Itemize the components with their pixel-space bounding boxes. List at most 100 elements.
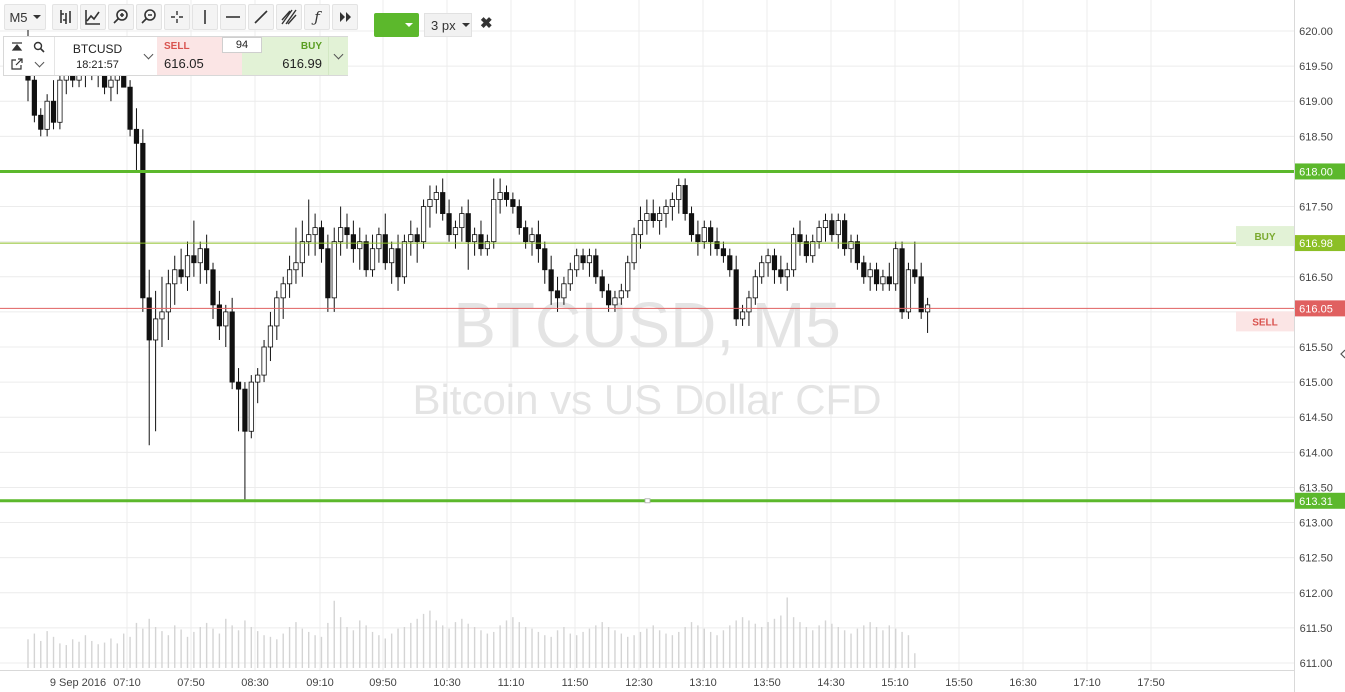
candle-body [204, 248, 210, 271]
price-tag-label: 616.98 [1299, 238, 1333, 250]
more-tools-button[interactable] [332, 4, 358, 30]
candle [803, 234, 809, 263]
candle-body [274, 297, 280, 327]
candle-body [873, 269, 880, 285]
candle [382, 213, 388, 270]
order-dropdown[interactable] [328, 37, 348, 75]
candle-body [822, 220, 829, 229]
candle-body [44, 100, 50, 130]
candle-body [197, 248, 203, 264]
chevron-down-icon[interactable] [30, 56, 48, 72]
zoom-out-button[interactable] [136, 4, 162, 30]
price-tag [1295, 492, 1345, 509]
price-tag [1295, 163, 1345, 180]
candle [274, 290, 280, 340]
line-width-dropdown[interactable]: 3 px [424, 13, 472, 37]
price-tick-label: 612.00 [1299, 588, 1333, 600]
candle [44, 94, 50, 137]
bar-style-button[interactable] [52, 4, 78, 30]
candle-body [38, 114, 44, 130]
candle [873, 262, 880, 291]
symbol-dropdown[interactable] [139, 37, 157, 75]
vertical-line-button[interactable] [192, 4, 218, 30]
candle [529, 227, 535, 256]
collapse-icon[interactable] [8, 39, 26, 55]
zoom-in-icon [113, 9, 128, 24]
candle-body [905, 269, 912, 313]
candle [650, 199, 656, 228]
time-tick-label: 10:30 [433, 677, 461, 689]
price-axis[interactable]: 620.00619.50619.00618.50618.00617.50617.… [1294, 0, 1345, 692]
candle [771, 248, 778, 284]
candle [408, 220, 414, 256]
candle-body [382, 234, 388, 264]
candle-body [529, 234, 535, 243]
timeframe-dropdown[interactable]: M5 [4, 4, 46, 30]
price-tag-label: 618.00 [1299, 166, 1333, 178]
price-tick-label: 611.50 [1300, 623, 1333, 635]
pitchfork-button[interactable] [276, 4, 302, 30]
candle [714, 227, 720, 256]
candle [338, 206, 344, 256]
candle-body [108, 79, 114, 88]
candle [197, 241, 203, 284]
candle [554, 276, 561, 312]
crosshair-icon [171, 11, 183, 23]
candle-body [912, 269, 918, 278]
candle-body [714, 241, 720, 250]
indicators-button[interactable] [80, 4, 106, 30]
candle-body [312, 227, 318, 236]
time-tick-label: 12:30 [625, 677, 653, 689]
candle [459, 206, 465, 242]
zoom-in-button[interactable] [108, 4, 134, 30]
candle-body [765, 255, 771, 264]
trend-line-button[interactable] [248, 4, 274, 30]
horizontal-lines[interactable]: BUY SELL [0, 169, 1294, 504]
watermark-description: Bitcoin vs US Dollar CFD [412, 376, 881, 423]
time-axis[interactable]: 9 Sep 2016 07:10 07:50 08:30 09:10 09:50 10:30… [0, 670, 1294, 692]
candle [427, 185, 433, 228]
function-button[interactable]: ƒ [304, 4, 330, 30]
candle-body [344, 227, 350, 236]
candle [389, 241, 395, 284]
candle-body [893, 248, 899, 285]
price-axis-bg [1294, 0, 1345, 692]
candle [184, 241, 191, 291]
external-link-icon[interactable] [8, 56, 26, 72]
candle [848, 234, 854, 263]
candle-body [446, 213, 452, 236]
candle [516, 199, 522, 235]
candle [465, 199, 471, 270]
line-color-button[interactable] [374, 13, 419, 37]
price-tag [1295, 300, 1345, 317]
candle-body [746, 297, 752, 313]
candle-body [554, 290, 561, 299]
quantity-field[interactable]: 94 [222, 37, 262, 53]
close-icon[interactable]: ✖ [480, 15, 493, 32]
volume-bars [27, 597, 916, 668]
chart-grid [0, 0, 1294, 670]
candle-body [235, 381, 242, 390]
candle [912, 241, 918, 284]
candle-body [459, 213, 465, 229]
candle-body [599, 276, 605, 292]
ticket-symbol-box[interactable]: BTCUSD 18:21:57 [55, 37, 140, 75]
candle [822, 213, 829, 242]
candle [574, 248, 580, 277]
crosshair-button[interactable] [164, 4, 190, 30]
candle [695, 220, 701, 256]
candle [38, 108, 44, 137]
candle [471, 227, 478, 256]
candle-body [497, 192, 503, 200]
price-tick-label: 613.50 [1299, 482, 1333, 494]
buy-button[interactable]: BUY 616.99 [242, 37, 328, 75]
candle-body [50, 100, 57, 123]
chevron-down-icon [32, 15, 41, 19]
candle [797, 220, 803, 256]
candle [369, 234, 376, 277]
candle [791, 227, 797, 277]
search-icon[interactable] [30, 39, 48, 55]
horizontal-line-button[interactable] [220, 4, 246, 30]
candle [325, 234, 331, 312]
